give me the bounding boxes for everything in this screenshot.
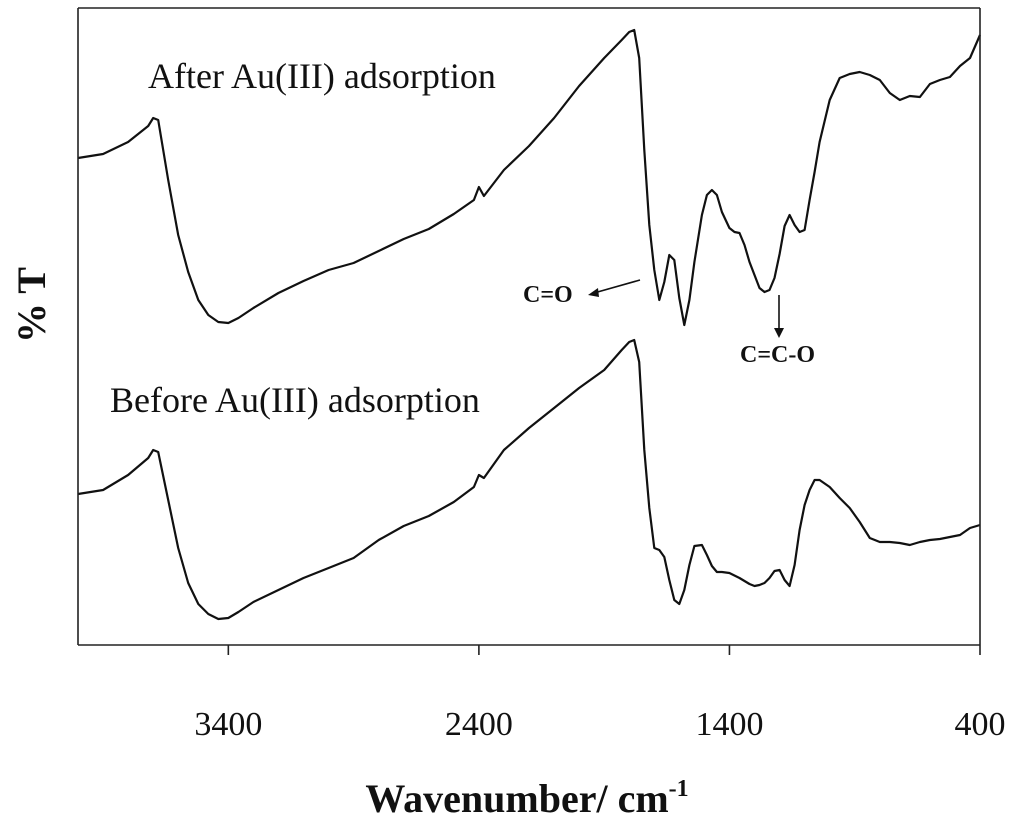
x-tick-label: 1400: [695, 706, 763, 743]
x-tick-label: 3400: [194, 706, 262, 743]
x-tick-label: 2400: [445, 706, 513, 743]
x-ticks: 3400 2400 1400 400: [194, 645, 1006, 743]
y-axis-title: % T: [9, 267, 54, 343]
axes: [77, 7, 981, 646]
plot-area: [77, 28, 982, 621]
series-line-before-adsorption: [77, 338, 981, 621]
annotation-c-o-arrow: [593, 279, 641, 294]
series-line-after-adsorption: [77, 28, 982, 327]
series-label-before: Before Au(III) adsorption: [110, 380, 480, 420]
x-axis-title-superscript: -1: [669, 776, 689, 802]
x-axis-title-text: Wavenumber/ cm: [365, 776, 668, 821]
series-label-after: After Au(III) adsorption: [148, 56, 496, 96]
annotation-c-c-o: C=C-O: [740, 295, 815, 368]
annotation-c-o-arrowhead: [588, 288, 599, 297]
annotation-c-c-o-label: C=C-O: [740, 342, 815, 368]
annotation-c-o-label: C=O: [523, 282, 573, 308]
x-tick-label: 400: [955, 706, 1006, 743]
x-axis-title: Wavenumber/ cm-1: [365, 776, 688, 821]
annotation-c-o: C=O: [523, 279, 641, 308]
annotation-c-c-o-arrowhead: [774, 328, 784, 338]
